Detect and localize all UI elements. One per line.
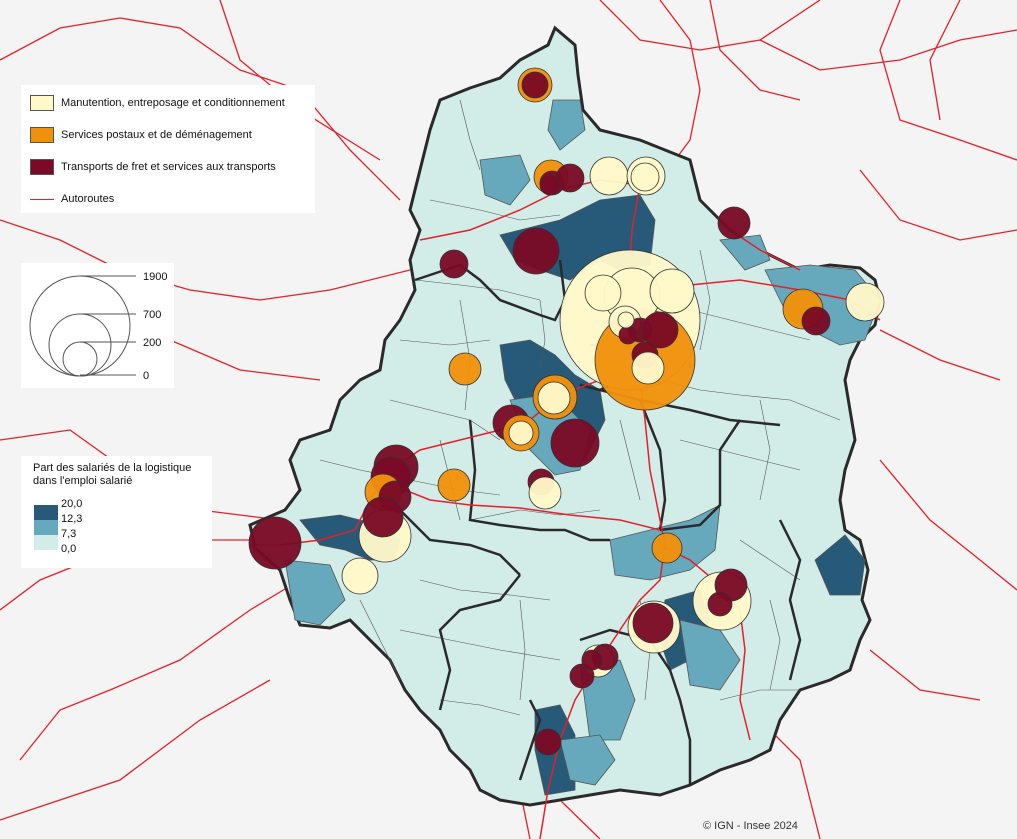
circle-fret	[521, 71, 549, 99]
circle-manutention	[508, 420, 534, 446]
class-swatch-low	[34, 535, 58, 550]
circle-manutention	[617, 311, 635, 329]
circle-postaux	[651, 532, 683, 564]
circle-fret	[581, 649, 603, 671]
circle-manutention	[630, 162, 660, 192]
circle-fret	[569, 663, 595, 689]
legend-label-postaux: Services postaux et de déménagement	[61, 129, 252, 141]
circle-manutention	[649, 268, 695, 314]
credit-text: © IGN - Insee 2024	[703, 820, 798, 832]
circle-fret	[362, 496, 404, 538]
circle-fret	[555, 163, 585, 193]
size-label-1900: 1900	[143, 271, 167, 283]
legend-categories: Manutention, entreposage et conditionnem…	[21, 85, 315, 213]
legend-label-autoroutes: Autoroutes	[61, 193, 115, 205]
legend-item-manutention: Manutention, entreposage et conditionnem…	[30, 95, 285, 111]
circle-fret	[539, 174, 561, 196]
legend-label-manutention: Manutention, entreposage et conditionnem…	[61, 97, 285, 109]
autoroute-line-icon	[30, 198, 54, 200]
circle-fret	[618, 325, 638, 345]
circle-fret	[717, 206, 751, 240]
circle-manutention	[845, 282, 885, 322]
break-20: 20,0	[61, 498, 83, 510]
circle-manutention	[537, 381, 571, 415]
circle-postaux	[448, 352, 482, 386]
size-label-700: 700	[143, 309, 161, 321]
legend-label-fret: Transports de fret et services aux trans…	[61, 161, 276, 173]
class-swatch-high	[34, 505, 58, 520]
size-label-0: 0	[143, 370, 149, 382]
circle-fret	[801, 306, 831, 336]
class-swatch-mid	[34, 520, 58, 535]
circle-fret	[248, 516, 302, 570]
legend-item-fret: Transports de fret et services aux trans…	[30, 159, 276, 175]
choropleth-title: Part des salariés de la logistique dans …	[33, 462, 192, 487]
circle-fret	[439, 249, 469, 279]
circle-manutention	[584, 274, 622, 312]
circle-manutention	[631, 351, 665, 385]
circle-postaux	[437, 468, 471, 502]
circle-size-diagram: 1900 700 200 0	[29, 271, 167, 382]
circle-fret	[707, 591, 733, 617]
circle-manutention	[528, 476, 562, 510]
circle-fret	[632, 602, 674, 644]
fret-swatch	[30, 159, 54, 175]
postaux-swatch	[30, 127, 54, 143]
circle-fret	[550, 418, 600, 468]
proportional-circles	[248, 67, 885, 756]
circle-fret	[641, 311, 679, 349]
legend-item-autoroutes: Autoroutes	[30, 191, 114, 207]
break-0: 0,0	[61, 543, 77, 555]
break-12-3: 12,3	[61, 513, 83, 525]
size-label-200: 200	[143, 337, 161, 349]
circle-fret	[534, 728, 562, 756]
circle-manutention	[341, 557, 379, 595]
legend-circle-sizes: 1900 700 200 0	[21, 263, 174, 388]
legend-item-postaux: Services postaux et de déménagement	[30, 127, 252, 143]
legend-choropleth: Part des salariés de la logistique dans …	[21, 456, 212, 568]
circle-fret	[512, 227, 560, 275]
break-7-3: 7,3	[61, 528, 77, 540]
manutention-swatch	[30, 95, 54, 111]
circle-manutention	[589, 156, 629, 196]
